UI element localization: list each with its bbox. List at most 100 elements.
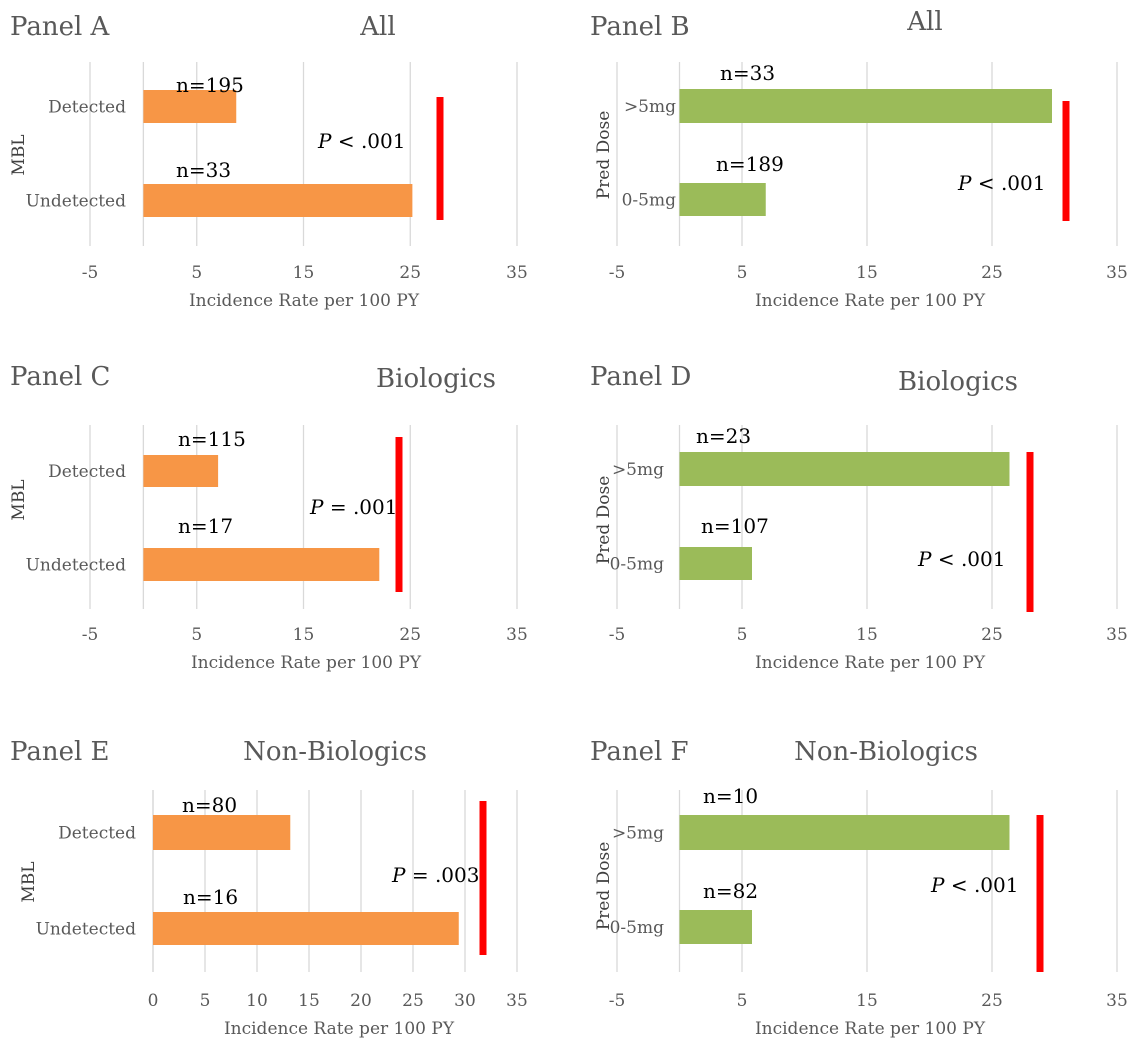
bar-n-label: n=107	[701, 514, 769, 538]
x-tick-label: 25	[981, 991, 1003, 1011]
chart-panel-a: -5 5 15 25 35 Detected n=195 Undetected n=33 P < …	[9, 12, 528, 311]
bar	[679, 89, 1052, 123]
y-axis-title: MBL	[19, 861, 39, 902]
bar	[143, 548, 380, 581]
panel-label: Panel F	[590, 737, 689, 767]
p-value-prefix: P	[957, 171, 972, 195]
x-tick-label: -5	[609, 263, 626, 283]
p-value-prefix: P	[391, 863, 406, 887]
chart-panel-d: -5 5 15 25 35 >5mg n=23 0-5mg n=107 P < .001 Panel…	[590, 362, 1128, 673]
p-value-text: = .003	[405, 863, 479, 887]
y-axis-title: Pred Dose	[594, 842, 614, 931]
bar	[679, 452, 1010, 486]
chart-title: All	[359, 12, 395, 42]
p-value-prefix: P	[930, 873, 945, 897]
p-value-text: < .001	[944, 873, 1018, 897]
x-tick-label: 15	[298, 991, 320, 1011]
x-tick-label: 5	[737, 263, 748, 283]
bar	[153, 815, 291, 850]
x-tick-label: 35	[1106, 991, 1128, 1011]
p-value-annotation: P < .001	[917, 547, 1005, 571]
p-value-annotation: P < .001	[317, 129, 405, 153]
category-label: 0-5mg	[622, 191, 676, 211]
x-axis-title: Incidence Rate per 100 PY	[191, 653, 422, 673]
x-tick-label: 25	[981, 625, 1003, 645]
panel-label: Panel E	[10, 737, 110, 767]
x-tick-label: -5	[82, 263, 99, 283]
panel-label: Panel D	[590, 362, 691, 392]
x-tick-label: -5	[82, 625, 99, 645]
p-value-annotation: P < .001	[957, 171, 1045, 195]
x-tick-label: -5	[609, 625, 626, 645]
x-tick-label: 25	[981, 263, 1003, 283]
chart-title: All	[906, 7, 942, 37]
panel-label: Panel A	[10, 12, 111, 42]
bar	[143, 455, 219, 487]
x-tick-label: 5	[191, 625, 202, 645]
category-label: Detected	[58, 824, 136, 844]
p-value-annotation: P = .003	[391, 863, 479, 887]
category-label: Detected	[48, 98, 126, 118]
x-tick-label: 20	[350, 991, 372, 1011]
x-tick-label: -5	[609, 991, 626, 1011]
bar	[679, 183, 766, 216]
x-tick-label: 15	[293, 625, 315, 645]
bar-n-label: n=10	[703, 784, 758, 808]
bar-n-label: n=189	[716, 152, 784, 176]
bar	[679, 815, 1010, 850]
x-tick-label: 0	[148, 991, 159, 1011]
x-tick-label: 15	[293, 263, 315, 283]
category-label: 0-5mg	[610, 918, 664, 938]
bar	[679, 910, 752, 944]
p-value-text: < .001	[331, 129, 405, 153]
x-axis-title: Incidence Rate per 100 PY	[189, 291, 420, 311]
y-axis-title: MBL	[9, 134, 29, 175]
bar	[143, 90, 237, 123]
y-axis-title: Pred Dose	[594, 111, 614, 200]
x-tick-label: 35	[506, 625, 528, 645]
x-tick-label: 35	[506, 263, 528, 283]
chart-title: Biologics	[898, 367, 1018, 397]
chart-title: Biologics	[376, 364, 496, 394]
x-tick-label: 25	[402, 991, 424, 1011]
chart-title: Non-Biologics	[243, 737, 427, 767]
p-value-text: < .001	[971, 171, 1045, 195]
y-axis-title: Pred Dose	[594, 476, 614, 565]
chart-title: Non-Biologics	[794, 737, 978, 767]
x-tick-label: 25	[399, 625, 421, 645]
bar-n-label: n=33	[176, 158, 231, 182]
x-tick-label: 5	[737, 625, 748, 645]
x-tick-label: 30	[454, 991, 476, 1011]
x-axis-title: Incidence Rate per 100 PY	[224, 1019, 455, 1039]
category-label: 0-5mg	[610, 555, 664, 575]
x-tick-label: 15	[856, 625, 878, 645]
x-tick-label: 35	[506, 991, 528, 1011]
category-label: Undetected	[26, 192, 127, 212]
panel-label: Panel C	[10, 362, 110, 392]
chart-panel-c: -5 5 15 25 35 Detected n=115 Undetected n=17 P = …	[9, 362, 528, 673]
bar-n-label: n=195	[176, 73, 244, 97]
x-axis-title: Incidence Rate per 100 PY	[755, 1019, 986, 1039]
p-value-text: = .001	[323, 495, 397, 519]
chart-panel-b: -5 5 15 25 35 >5mg n=33 0-5mg n=189 P < .001 Panel…	[590, 7, 1128, 311]
p-value-prefix: P	[917, 547, 932, 571]
x-tick-label: 10	[246, 991, 268, 1011]
category-label: >5mg	[612, 824, 664, 844]
bar-n-label: n=80	[182, 793, 237, 817]
category-label: >5mg	[612, 460, 664, 480]
category-label: Undetected	[26, 556, 127, 576]
y-axis-title: MBL	[9, 479, 29, 520]
bar	[153, 912, 459, 945]
bar	[679, 547, 752, 580]
chart-panel-f: -5 5 15 25 35 >5mg n=10 0-5mg n=82 P < .001 Panel …	[590, 737, 1128, 1039]
chart-panel-e: 0 5 10 15 20 25 30 35 Detected n=80 Undetected n=16…	[10, 737, 528, 1039]
bar-n-label: n=33	[720, 61, 775, 85]
x-axis-title: Incidence Rate per 100 PY	[755, 653, 986, 673]
bar-n-label: n=115	[178, 427, 246, 451]
x-tick-label: 15	[856, 991, 878, 1011]
x-axis-title: Incidence Rate per 100 PY	[755, 291, 986, 311]
bar-n-label: n=82	[703, 879, 758, 903]
x-tick-label: 5	[737, 991, 748, 1011]
category-label: >5mg	[624, 97, 676, 117]
